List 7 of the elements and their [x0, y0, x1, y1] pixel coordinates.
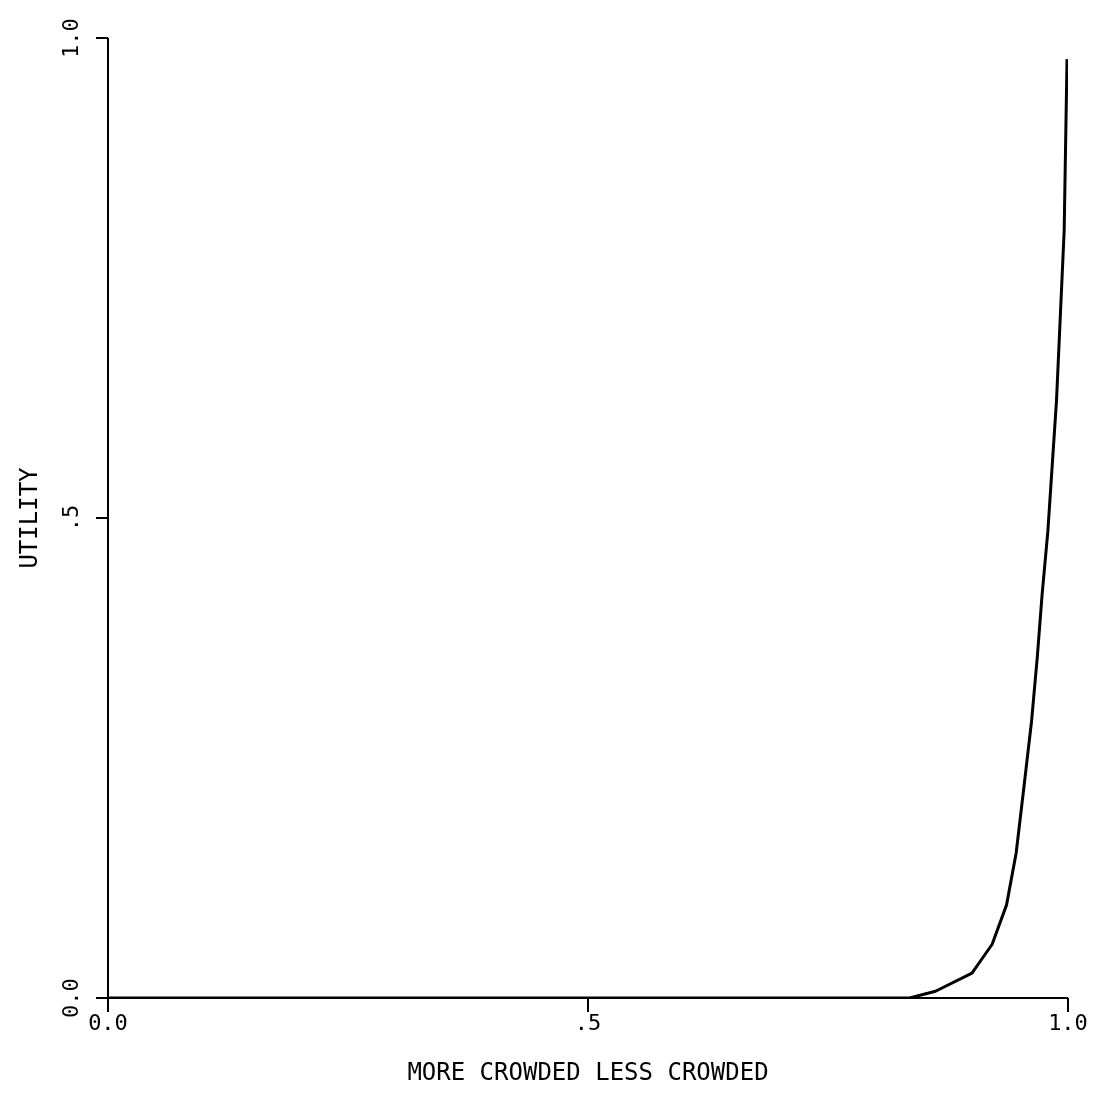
y-tick-label: 1.0	[58, 18, 83, 58]
x-axis-title: MORE CROWDED LESS CROWDED	[407, 1058, 769, 1086]
x-tick-label: 0.0	[88, 1009, 128, 1035]
y-tick-label: .5	[58, 504, 83, 532]
y-axis-title: UTILITY	[14, 466, 43, 569]
x-tick-label: 1.0	[1048, 1009, 1088, 1035]
x-tick-label: .5	[574, 1009, 602, 1035]
